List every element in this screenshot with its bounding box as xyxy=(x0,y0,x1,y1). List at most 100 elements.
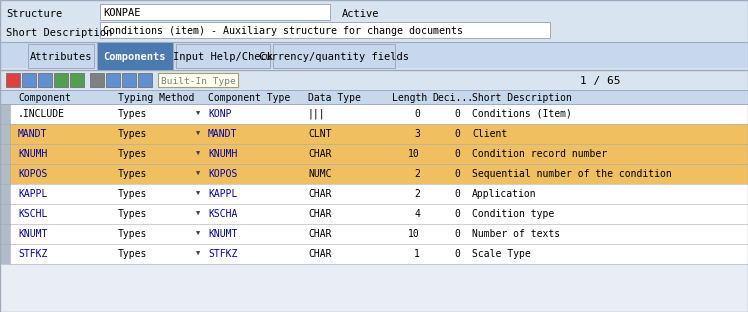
Bar xyxy=(273,44,395,68)
Text: Number of texts: Number of texts xyxy=(472,229,560,239)
Bar xyxy=(0,224,748,244)
Text: Types: Types xyxy=(118,109,147,119)
Text: KAPPL: KAPPL xyxy=(208,189,237,199)
Text: |||: ||| xyxy=(308,109,325,119)
Text: 2: 2 xyxy=(414,189,420,199)
Text: Client: Client xyxy=(472,129,507,139)
Bar xyxy=(0,204,748,224)
Text: Deci...: Deci... xyxy=(432,93,473,103)
Text: 0: 0 xyxy=(454,249,460,259)
Text: ▼: ▼ xyxy=(196,131,200,137)
Text: CHAR: CHAR xyxy=(308,149,331,159)
Bar xyxy=(0,224,10,244)
Bar xyxy=(0,204,10,224)
Bar xyxy=(54,73,68,87)
Text: Types: Types xyxy=(118,189,147,199)
Text: ▼: ▼ xyxy=(196,191,200,197)
Bar xyxy=(100,4,330,20)
Text: STFKZ: STFKZ xyxy=(208,249,237,259)
Text: 0: 0 xyxy=(454,169,460,179)
Text: ▼: ▼ xyxy=(196,111,200,117)
Text: CHAR: CHAR xyxy=(308,209,331,219)
Text: 10: 10 xyxy=(408,229,420,239)
Text: Conditions (Item): Conditions (Item) xyxy=(472,109,572,119)
Text: MANDT: MANDT xyxy=(18,129,47,139)
Text: ▼: ▼ xyxy=(196,211,200,217)
Text: 0: 0 xyxy=(454,109,460,119)
Bar xyxy=(70,73,84,87)
Text: Built-In Type: Built-In Type xyxy=(161,76,236,85)
Text: Scale Type: Scale Type xyxy=(472,249,531,259)
Text: Types: Types xyxy=(118,249,147,259)
Text: 0: 0 xyxy=(454,149,460,159)
Bar xyxy=(122,73,136,87)
Text: Condition type: Condition type xyxy=(472,209,554,219)
Text: Typing Method: Typing Method xyxy=(118,93,194,103)
Text: 0: 0 xyxy=(454,229,460,239)
Bar xyxy=(158,73,238,87)
Text: Input Help/Check: Input Help/Check xyxy=(173,52,273,62)
Text: 3: 3 xyxy=(414,129,420,139)
Bar xyxy=(0,164,10,184)
Text: CHAR: CHAR xyxy=(308,189,331,199)
Bar xyxy=(176,44,270,68)
Text: Application: Application xyxy=(472,189,536,199)
Text: ▼: ▼ xyxy=(196,151,200,157)
Text: ▼: ▼ xyxy=(196,231,200,237)
Bar xyxy=(106,73,120,87)
Text: Types: Types xyxy=(118,169,147,179)
Bar xyxy=(28,44,94,68)
Text: Components: Components xyxy=(104,52,166,62)
Bar xyxy=(138,73,152,87)
Bar xyxy=(0,124,748,144)
Text: Component Type: Component Type xyxy=(208,93,290,103)
Text: Structure: Structure xyxy=(6,9,62,19)
Text: 0: 0 xyxy=(454,129,460,139)
Text: STFKZ: STFKZ xyxy=(18,249,47,259)
Bar xyxy=(0,70,748,90)
Text: .INCLUDE: .INCLUDE xyxy=(18,109,65,119)
Text: MANDT: MANDT xyxy=(208,129,237,139)
Text: Data Type: Data Type xyxy=(308,93,361,103)
Text: Types: Types xyxy=(118,229,147,239)
Text: Short Description: Short Description xyxy=(472,93,572,103)
Bar xyxy=(0,104,10,124)
Text: KOPOS: KOPOS xyxy=(18,169,47,179)
Bar xyxy=(97,42,173,70)
Text: Short Description: Short Description xyxy=(6,28,112,38)
Text: KOPOS: KOPOS xyxy=(208,169,237,179)
Text: CHAR: CHAR xyxy=(308,249,331,259)
Text: CHAR: CHAR xyxy=(308,229,331,239)
Bar xyxy=(0,42,748,68)
Text: KNUMT: KNUMT xyxy=(208,229,237,239)
Bar xyxy=(0,244,10,264)
Text: 0: 0 xyxy=(454,209,460,219)
Text: NUMC: NUMC xyxy=(308,169,331,179)
Bar xyxy=(0,244,748,264)
Text: Types: Types xyxy=(118,149,147,159)
Bar xyxy=(0,184,748,204)
Text: 10: 10 xyxy=(408,149,420,159)
Text: Condition record number: Condition record number xyxy=(472,149,607,159)
Text: KAPPL: KAPPL xyxy=(18,189,47,199)
Text: 2: 2 xyxy=(414,169,420,179)
Text: CLNT: CLNT xyxy=(308,129,331,139)
Bar xyxy=(0,144,748,164)
Text: KSCHL: KSCHL xyxy=(18,209,47,219)
Bar xyxy=(0,184,10,204)
Text: 4: 4 xyxy=(414,209,420,219)
Bar xyxy=(0,164,748,184)
Bar xyxy=(0,70,748,312)
Text: Component: Component xyxy=(18,93,71,103)
Text: Types: Types xyxy=(118,129,147,139)
Text: 0: 0 xyxy=(454,189,460,199)
Text: Length: Length xyxy=(392,93,427,103)
Text: Conditions (item) - Auxiliary structure for change documents: Conditions (item) - Auxiliary structure … xyxy=(103,26,463,36)
Bar xyxy=(90,73,104,87)
Text: KONPAE: KONPAE xyxy=(103,8,141,18)
Text: Sequential number of the condition: Sequential number of the condition xyxy=(472,169,672,179)
Text: KONP: KONP xyxy=(208,109,231,119)
Bar xyxy=(0,104,748,124)
Text: Types: Types xyxy=(118,209,147,219)
Text: 1: 1 xyxy=(414,249,420,259)
